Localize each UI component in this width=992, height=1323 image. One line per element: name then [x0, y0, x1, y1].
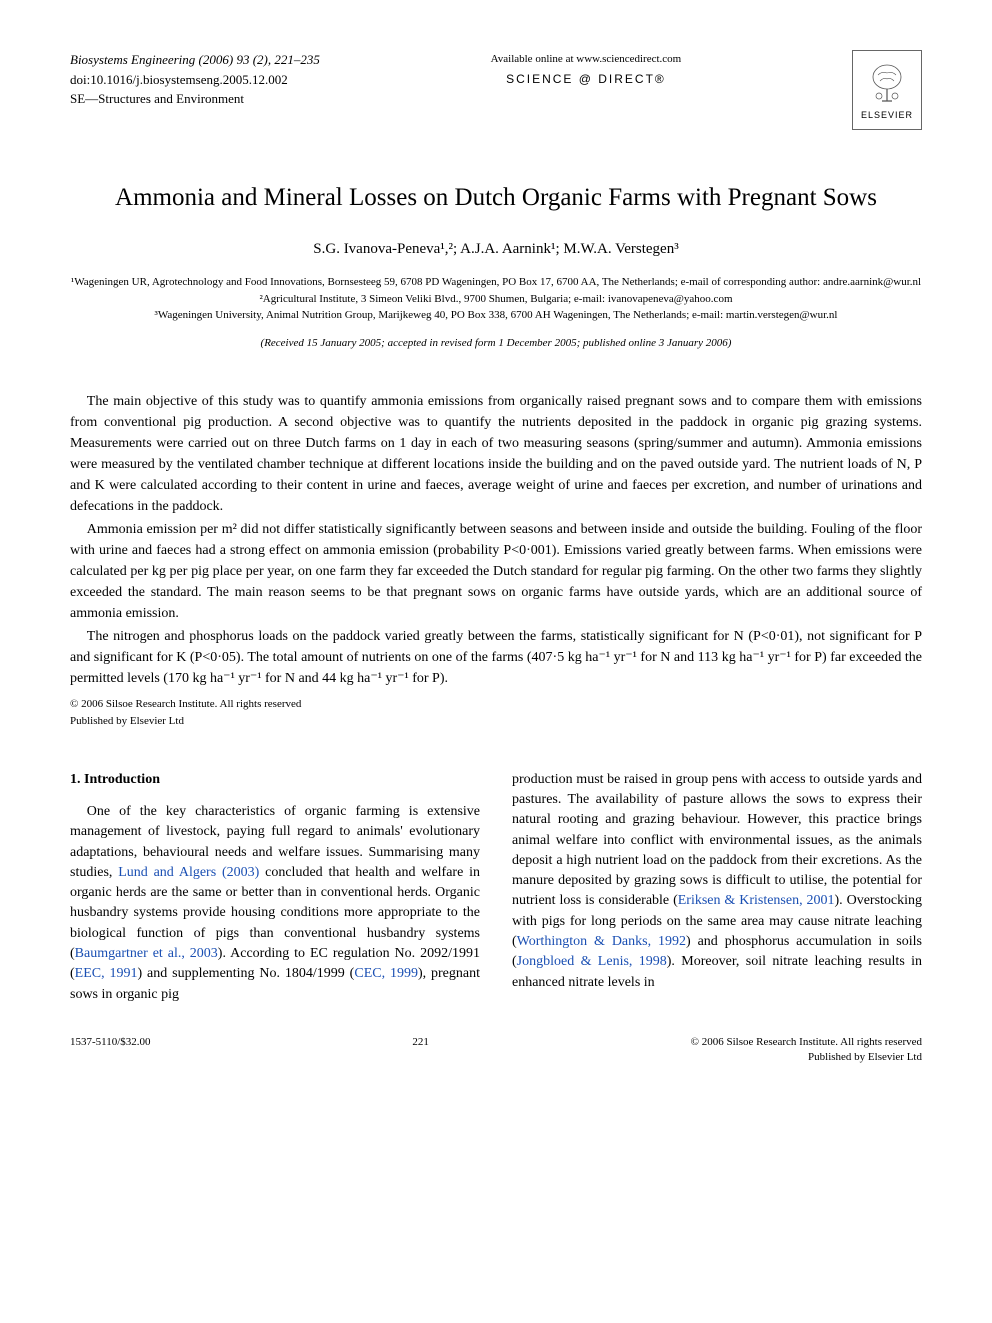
citation-link[interactable]: Eriksen & Kristensen, 2001	[678, 893, 835, 908]
right-column: production must be raised in group pens …	[512, 770, 922, 1005]
page-header: Biosystems Engineering (2006) 93 (2), 22…	[70, 50, 922, 130]
citation-link[interactable]: Baumgartner et al., 2003	[75, 946, 218, 961]
abstract-para-1: The main objective of this study was to …	[70, 391, 922, 517]
affiliation-2: ²Agricultural Institute, 3 Simeon Veliki…	[70, 291, 922, 308]
footer-copyright-line2: Published by Elsevier Ltd	[691, 1050, 922, 1065]
publisher-logo-box: ELSEVIER	[852, 50, 922, 130]
elsevier-tree-icon	[862, 59, 912, 109]
abstract: The main objective of this study was to …	[70, 391, 922, 689]
copyright: © 2006 Silsoe Research Institute. All ri…	[70, 697, 922, 712]
elsevier-logo: ELSEVIER	[857, 55, 917, 125]
footer-copyright-line1: © 2006 Silsoe Research Institute. All ri…	[691, 1035, 922, 1050]
header-availability: Available online at www.sciencedirect.co…	[491, 50, 682, 88]
citation-link[interactable]: Worthington & Danks, 1992	[517, 934, 686, 949]
intro-para-left: One of the key characteristics of organi…	[70, 802, 480, 1005]
page-footer: 1537-5110/$32.00 221 © 2006 Silsoe Resea…	[70, 1035, 922, 1066]
citation-link[interactable]: EEC, 1991	[75, 966, 138, 981]
intro-heading: 1. Introduction	[70, 770, 480, 790]
article-title: Ammonia and Mineral Losses on Dutch Orga…	[70, 180, 922, 215]
footer-page-number: 221	[412, 1035, 429, 1066]
footer-issn-price: 1537-5110/$32.00	[70, 1035, 151, 1066]
journal-citation: Biosystems Engineering (2006) 93 (2), 22…	[70, 50, 320, 70]
left-column: 1. Introduction One of the key character…	[70, 770, 480, 1005]
author-list: S.G. Ivanova-Peneva¹,²; A.J.A. Aarnink¹;…	[70, 239, 922, 260]
elsevier-text: ELSEVIER	[861, 109, 913, 122]
intro-para-right: production must be raised in group pens …	[512, 770, 922, 993]
text-fragment: ) and supplementing No. 1804/1999 (	[138, 966, 355, 981]
section-label: SE—Structures and Environment	[70, 89, 320, 109]
available-online: Available online at www.sciencedirect.co…	[491, 52, 682, 67]
header-meta: Biosystems Engineering (2006) 93 (2), 22…	[70, 50, 320, 109]
published-by: Published by Elsevier Ltd	[70, 714, 922, 729]
affiliation-1: ¹Wageningen UR, Agrotechnology and Food …	[70, 274, 922, 291]
text-fragment: production must be raised in group pens …	[512, 772, 922, 909]
citation-link[interactable]: CEC, 1999	[354, 966, 418, 981]
footer-copyright: © 2006 Silsoe Research Institute. All ri…	[691, 1035, 922, 1066]
abstract-para-2: Ammonia emission per m² did not differ s…	[70, 519, 922, 624]
body-columns: 1. Introduction One of the key character…	[70, 770, 922, 1005]
affiliations: ¹Wageningen UR, Agrotechnology and Food …	[70, 274, 922, 324]
citation-link[interactable]: Jongbloed & Lenis, 1998	[517, 954, 667, 969]
affiliation-3: ³Wageningen University, Animal Nutrition…	[70, 307, 922, 324]
abstract-para-3: The nitrogen and phosphorus loads on the…	[70, 626, 922, 689]
doi: doi:10.1016/j.biosystemseng.2005.12.002	[70, 70, 320, 90]
sciencedirect-logo: SCIENCE @ DIRECT®	[491, 71, 682, 88]
citation-link[interactable]: Lund and Algers (2003)	[118, 865, 259, 880]
article-dates: (Received 15 January 2005; accepted in r…	[70, 336, 922, 351]
